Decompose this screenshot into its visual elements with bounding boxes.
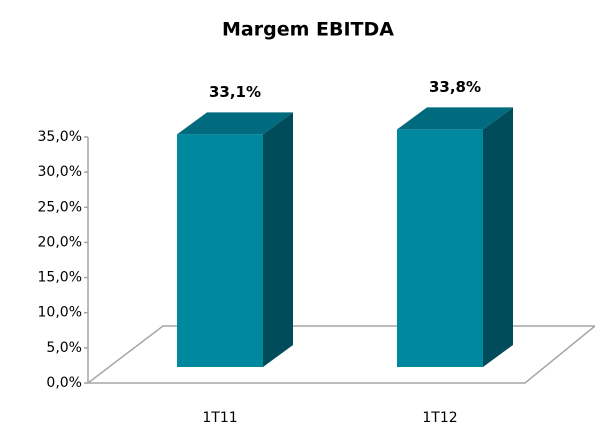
y-tick-label: 10,0% [38, 305, 82, 321]
bar-front [177, 134, 263, 367]
bar-top [397, 107, 513, 130]
floor [85, 325, 595, 384]
y-tick-label: 30,0% [38, 164, 82, 180]
bar-side [263, 112, 293, 368]
y-tick-label: 15,0% [38, 270, 82, 286]
x-tick-label: 1T11 [202, 410, 237, 426]
bar-front [397, 129, 483, 367]
bar-top [177, 112, 293, 135]
bar [397, 107, 513, 367]
bar-side [483, 107, 513, 367]
x-tick-label: 1T12 [422, 410, 457, 426]
y-tick-label: 25,0% [38, 199, 82, 215]
bar [177, 112, 293, 368]
y-tick-label: 20,0% [38, 234, 82, 250]
y-tick-label: 0,0% [46, 375, 82, 391]
data-label: 33,8% [429, 78, 481, 96]
y-tick-label: 35,0% [38, 129, 82, 145]
chart-title: Margem EBITDA [222, 19, 394, 41]
data-label: 33,1% [209, 83, 261, 101]
y-tick-label: 5,0% [46, 340, 82, 356]
